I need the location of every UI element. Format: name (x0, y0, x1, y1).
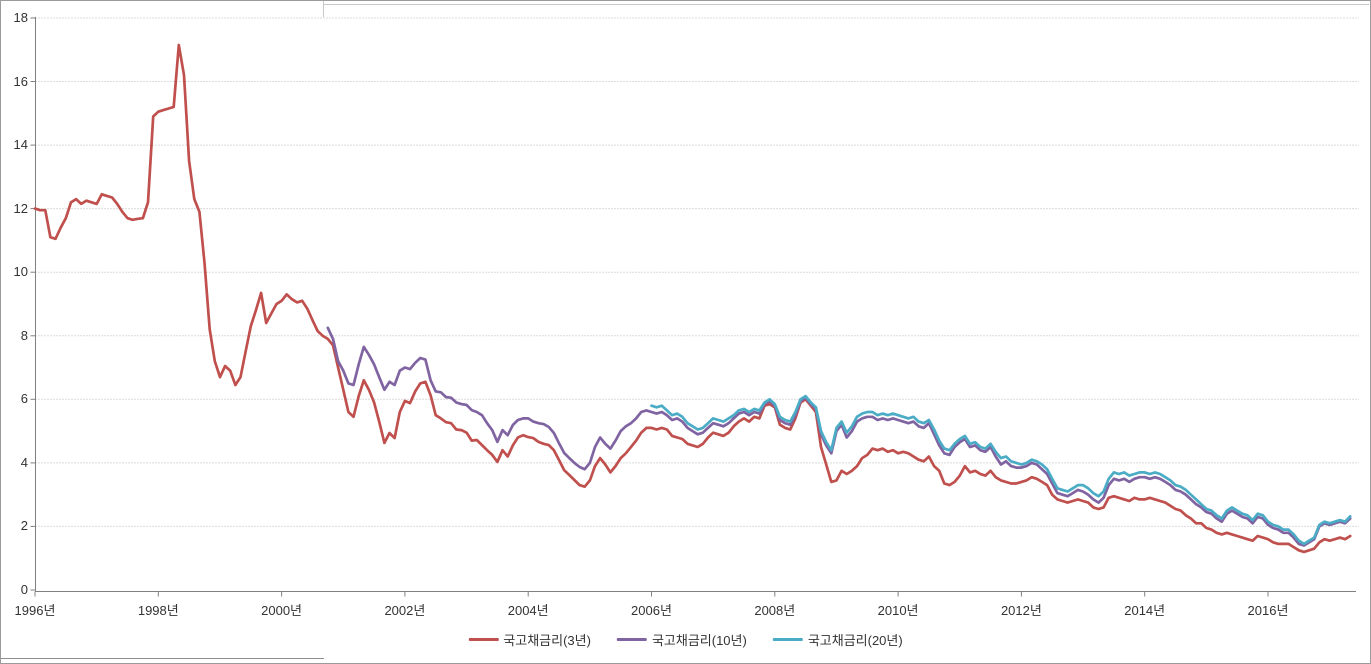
y-axis-label: 2 (20, 518, 28, 534)
x-axis-label: 1996년 (14, 603, 56, 618)
x-axis-label: 2010년 (877, 603, 919, 618)
legend-line-swatch-20yr (772, 638, 803, 641)
x-axis-label: 2002년 (384, 603, 426, 618)
series-line-10yr (326, 326, 1352, 547)
legend-line-swatch-10yr (616, 638, 647, 641)
legend-label-20yr: 국고채금리(20년) (807, 633, 903, 648)
y-axis-label: 4 (20, 454, 28, 470)
legend-line-swatch-3yr (468, 638, 499, 641)
x-axis-label: 2008년 (754, 603, 796, 618)
x-axis-label: 1998년 (137, 603, 179, 618)
y-axis-label: 16 (13, 73, 28, 89)
legend-item-3yr: 국고채금리(3년) (468, 630, 591, 649)
chart-frame-bottom-line (1, 658, 324, 659)
chart-frame-top-line (323, 4, 1369, 5)
legend-label-3yr: 국고채금리(3년) (503, 633, 591, 648)
y-axis-label: 14 (13, 137, 28, 153)
x-axis-label: 2012년 (1000, 603, 1042, 618)
legend-label-10yr: 국고채금리(10년) (651, 633, 747, 648)
y-axis-label: 8 (20, 327, 28, 343)
y-axis-label: 18 (13, 9, 28, 25)
chart-frame-top-stub (323, 1, 324, 17)
y-axis-label: 0 (20, 582, 28, 597)
x-axis-label: 2016년 (1247, 603, 1289, 618)
legend-item-20yr: 국고채금리(20년) (772, 630, 903, 649)
x-axis-label: 2014년 (1124, 603, 1166, 618)
x-axis-label: 2004년 (507, 603, 549, 618)
legend: 국고채금리(3년) 국고채금리(10년) 국고채금리(20년) (468, 630, 903, 649)
y-axis-label: 12 (13, 200, 28, 216)
y-axis-label: 10 (13, 264, 28, 280)
series-line-3yr (33, 43, 1352, 554)
x-axis-label: 2000년 (261, 603, 303, 618)
legend-item-10yr: 국고채금리(10년) (616, 630, 747, 649)
y-axis-label: 6 (20, 391, 28, 407)
x-axis-label: 2006년 (631, 603, 672, 618)
series-line-20yr (650, 394, 1352, 546)
